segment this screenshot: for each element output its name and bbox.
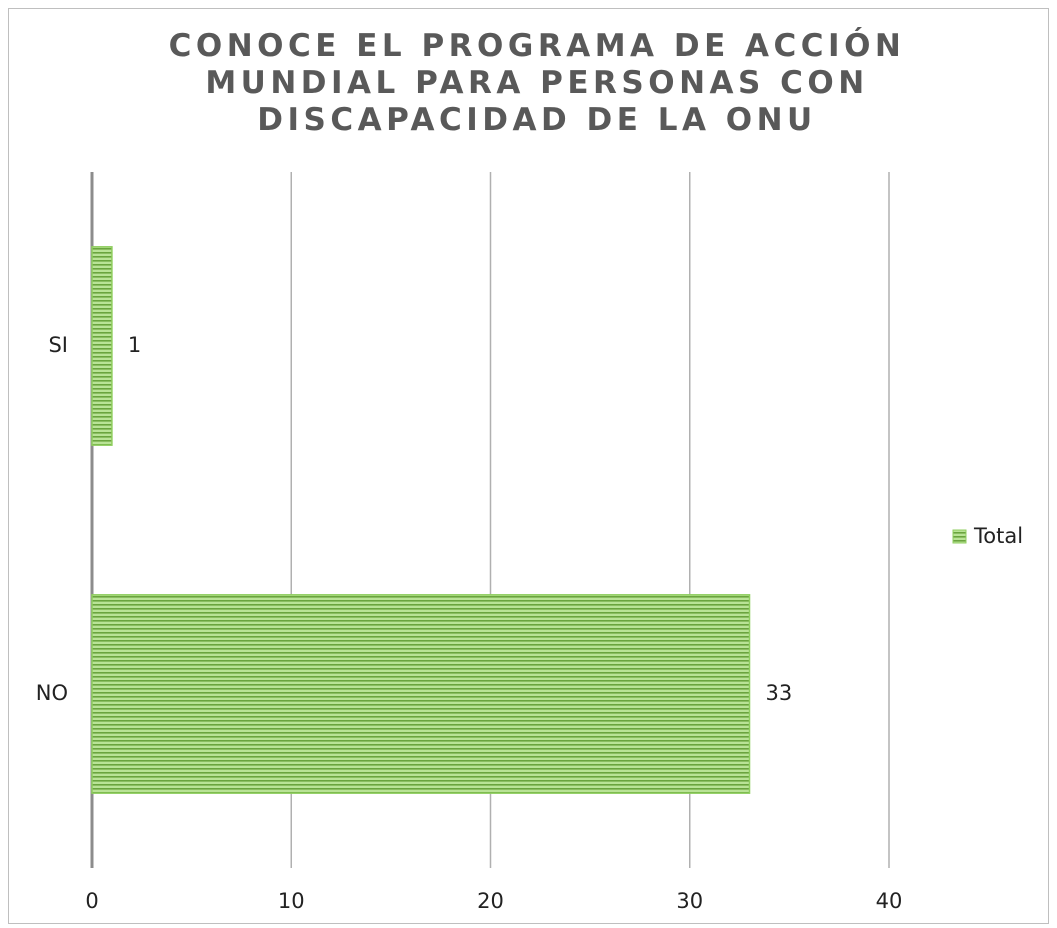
x-tick-label: 30: [676, 889, 703, 913]
x-tick-label: 20: [477, 889, 504, 913]
data-label: 1: [128, 333, 141, 357]
y-tick-label: SI: [48, 333, 68, 357]
legend-label: Total: [973, 524, 1023, 548]
bar: [91, 594, 751, 794]
chart-title: CONOCE EL PROGRAMA DE ACCIÓN MUNDIAL PAR…: [168, 28, 906, 138]
data-label: 33: [766, 681, 793, 705]
y-tick-label: NO: [36, 681, 68, 705]
x-tick-label: 0: [85, 889, 98, 913]
bar: [91, 246, 113, 446]
legend-swatch: [952, 529, 967, 544]
x-tick-label: 10: [278, 889, 305, 913]
x-tick-label: 40: [876, 889, 903, 913]
chart-border: [8, 8, 1049, 924]
